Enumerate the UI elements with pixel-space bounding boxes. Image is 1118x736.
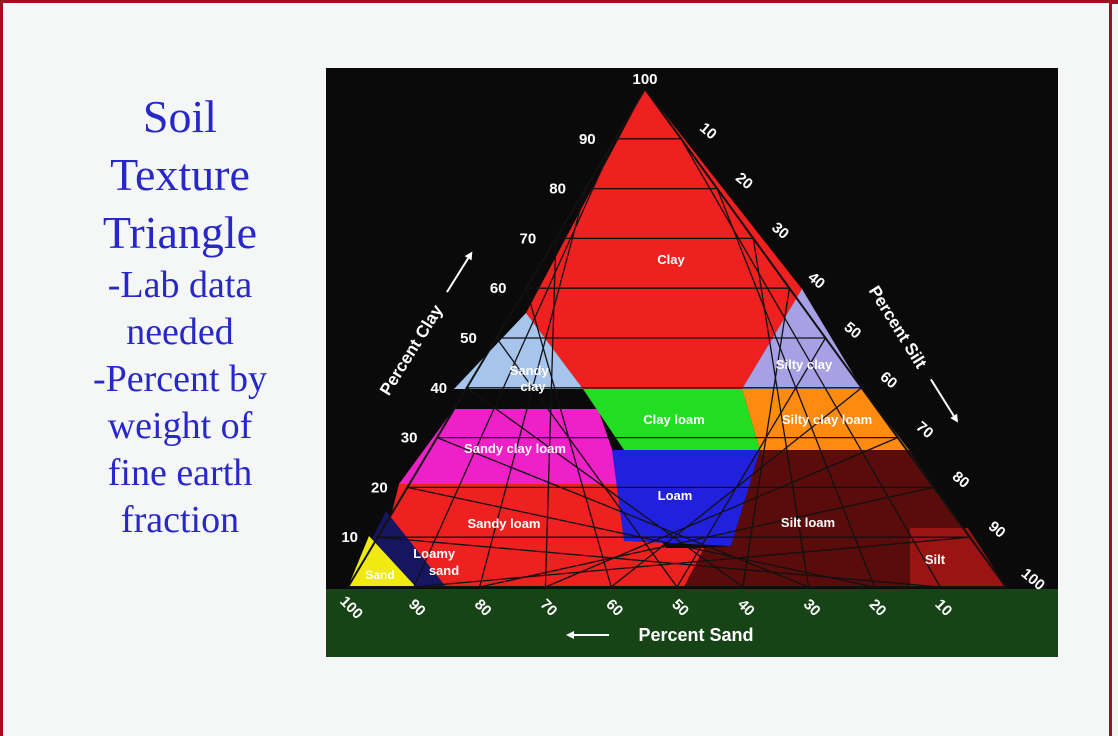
grid-line-sand	[495, 337, 678, 588]
clay-tick-label: 40	[430, 380, 447, 397]
grid-line-sand	[436, 436, 809, 588]
region-label-sandy-loam: Sandy loam	[468, 516, 541, 531]
grid-line-silt	[680, 138, 941, 588]
grid-line-silt	[752, 238, 810, 588]
clay-tick-label: 100	[632, 71, 657, 88]
slide-body-line-6: fraction	[120, 499, 240, 541]
slide-body-line-4: weight of	[107, 405, 253, 447]
region-clay-loam	[583, 389, 760, 450]
slide-body-line-2: needed	[126, 311, 234, 353]
soil-texture-triangle-figure: 100 90 80 70 60 50 40 30 20 10 10 20 30 40 50 60 70 80 90 1…	[326, 68, 1058, 657]
region-silty-clay	[742, 289, 862, 389]
region-loam	[612, 450, 760, 546]
slide-title-line-2: Texture	[110, 149, 250, 200]
region-silty-clay-loam	[742, 389, 909, 450]
region-label-silty-clay: Silty clay	[776, 357, 833, 372]
region-label-sandy-clay: Sandy clay	[510, 363, 553, 394]
triangle-outline	[346, 87, 1008, 588]
slide-title-line-1: Soil	[142, 91, 218, 142]
clay-tick-label: 20	[371, 479, 388, 496]
clay-axis-arrowhead	[464, 251, 473, 261]
clay-tick-label: 90	[579, 131, 596, 148]
region-silt	[910, 528, 1006, 587]
slide-title-line-3: Triangle	[102, 207, 258, 258]
region-label-clay-loam: Clay loam	[643, 412, 704, 427]
region-label-sand: Sand	[365, 568, 394, 582]
triangle-svg: 1009080706050403020101020304050607080901…	[326, 68, 1058, 657]
silt-axis-arrowhead	[950, 413, 958, 423]
region-label-sandy-clay-line-2: clay	[520, 379, 546, 394]
region-label-silt: Silt	[925, 552, 946, 567]
region-label-sandy-clay-line-1: Sandy	[510, 363, 550, 378]
region-sandy-clay-loam	[399, 409, 624, 484]
region-label-sandy-clay-loam: Sandy clay loam	[464, 441, 566, 456]
clay-tick-label: 30	[401, 430, 418, 447]
slide-body-line-5: fine earth	[107, 452, 253, 494]
region-label-silty-clay-loam: Silty clay loam	[782, 412, 872, 427]
grid-line-silt	[676, 337, 827, 588]
grid-line-sand	[407, 486, 875, 588]
clay-tick-label: 80	[549, 181, 566, 198]
sand-axis-label-group: Percent Sand	[566, 625, 754, 645]
sand-axis-arrowhead	[566, 631, 574, 639]
grid-line-sand	[377, 536, 941, 588]
region-sand	[348, 536, 416, 587]
grid-line-silt	[742, 288, 791, 588]
region-label-loamy-sand-line-1: Loamy	[413, 546, 456, 561]
texture-regions	[348, 89, 1006, 587]
grid-line-sand	[466, 387, 744, 588]
clay-tick-label: 10	[341, 529, 358, 546]
clay-tick-label: 60	[490, 280, 507, 297]
slide-body-line-1: -Lab data	[107, 264, 253, 306]
clay-tick-label: 50	[460, 330, 477, 347]
clay-axis-arrow	[446, 257, 469, 293]
sand-axis-label: Percent Sand	[638, 625, 753, 645]
grid-line-silt	[716, 188, 876, 588]
region-label-loamy-sand: Loamy sand	[413, 546, 459, 578]
figure-ground-band	[326, 589, 1058, 657]
region-label-silt-loam: Silt loam	[781, 515, 835, 530]
slide-text-column: Soil Texture Triangle -Lab data needed -…	[30, 88, 330, 544]
region-label-clay: Clay	[657, 252, 685, 267]
slide-body-line-3: -Percent by	[92, 358, 268, 400]
region-sandy-clay	[454, 313, 583, 389]
region-label-loam: Loam	[658, 488, 693, 503]
silt-axis-arrow	[930, 378, 955, 417]
triangle-grid	[377, 138, 970, 588]
region-label-loamy-sand-line-2: sand	[429, 563, 459, 578]
clay-tick-label: 70	[520, 230, 537, 247]
